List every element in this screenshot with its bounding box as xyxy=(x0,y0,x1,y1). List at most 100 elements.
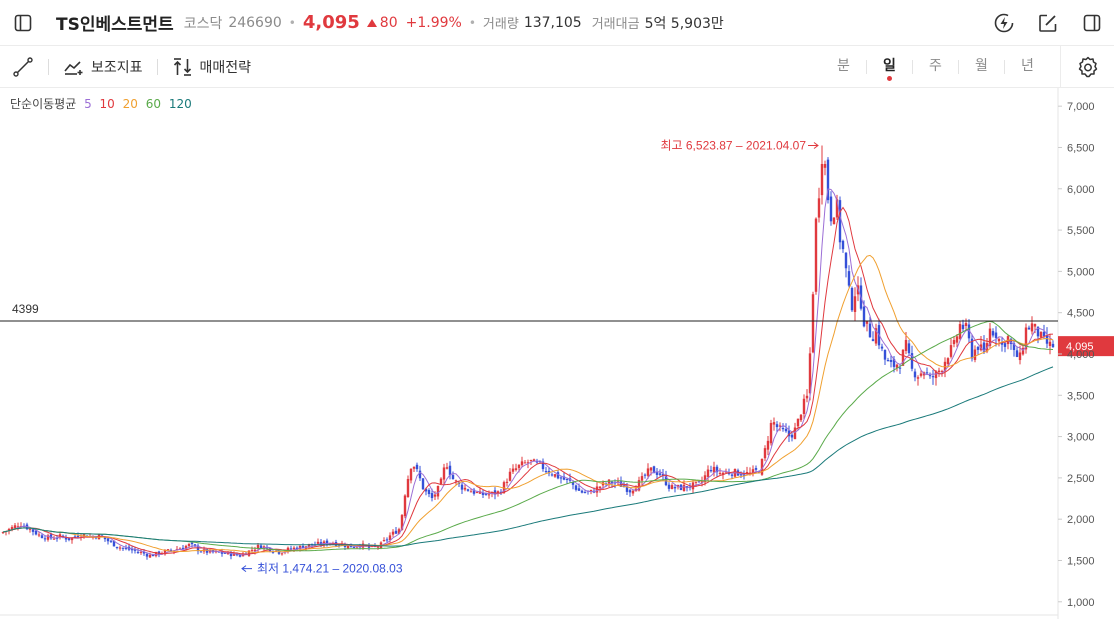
candle-body xyxy=(769,422,773,444)
current-price-tag-label: 4,095 xyxy=(1066,341,1094,353)
panel-icon xyxy=(1083,14,1101,32)
legend-ma120[interactable]: 120 xyxy=(168,97,192,111)
candle-body xyxy=(694,481,698,483)
y-tick-label: 7,000 xyxy=(1067,101,1095,113)
candle-body xyxy=(376,546,380,548)
stock-name: TS인베스트먼트 xyxy=(56,15,174,35)
candle-body xyxy=(448,465,452,476)
candle-body xyxy=(388,535,392,541)
candle-body xyxy=(37,534,41,536)
candlestick-chart[interactable]: 4399 최고 6,523.87 – 2021.04.07 최저 1,474.21 … xyxy=(0,88,1114,619)
candle-body xyxy=(580,490,584,493)
candle-body xyxy=(463,487,467,490)
candle-body xyxy=(658,473,662,475)
edit-button[interactable] xyxy=(1026,0,1070,46)
candle-body xyxy=(727,473,731,475)
legend-ma5[interactable]: 5 xyxy=(84,97,92,111)
draw-tool-button[interactable] xyxy=(12,46,34,88)
period-divider xyxy=(1004,60,1005,74)
candle-body xyxy=(940,370,944,372)
candle-body xyxy=(874,328,878,344)
candle-body xyxy=(649,467,653,471)
candle-body xyxy=(637,480,641,491)
candle-body xyxy=(73,536,77,538)
candle-body xyxy=(610,481,614,484)
overlay-group: 4399 최고 6,523.87 – 2021.04.07 최저 1,474.21 … xyxy=(0,139,1114,576)
sidebar-toggle-button[interactable] xyxy=(0,0,46,46)
candle-body xyxy=(52,538,56,540)
candle-body xyxy=(481,492,485,495)
legend-ma20[interactable]: 20 xyxy=(122,97,138,111)
candle-body xyxy=(832,217,836,225)
legend-title: 단순이동평균 xyxy=(10,97,77,111)
edit-icon xyxy=(1039,14,1057,32)
period-minute[interactable]: 분 xyxy=(837,58,850,74)
candle-body xyxy=(811,294,815,353)
candle-body xyxy=(961,324,965,330)
panel-toggle-button[interactable] xyxy=(1070,0,1114,46)
candle-body xyxy=(535,461,539,463)
candle-body xyxy=(124,547,128,549)
candle-body xyxy=(628,490,632,493)
trade-strategy-button[interactable]: 매매전략 xyxy=(172,46,251,88)
candle-body xyxy=(430,493,434,499)
candle-body xyxy=(439,478,443,485)
candle-body xyxy=(577,488,581,491)
candle-body xyxy=(1,532,5,534)
candle-body xyxy=(115,546,119,548)
candle-body xyxy=(181,547,185,549)
candle-body xyxy=(775,424,779,428)
candle-body xyxy=(289,548,293,550)
candle-body xyxy=(898,367,902,369)
candle-body xyxy=(1024,327,1028,350)
period-divider xyxy=(866,60,867,74)
candle-body xyxy=(436,485,440,497)
period-divider xyxy=(912,60,913,74)
candle-body xyxy=(466,489,470,491)
candle-body xyxy=(646,468,650,476)
indicator-icon xyxy=(64,60,83,75)
y-tick-label: 3,000 xyxy=(1067,432,1095,444)
indicator-button[interactable]: 보조지표 xyxy=(63,46,143,88)
period-week[interactable]: 주 xyxy=(929,58,942,74)
separator-dot: • xyxy=(468,15,476,30)
legend-ma10[interactable]: 10 xyxy=(99,97,115,111)
legend-ma60[interactable]: 60 xyxy=(145,97,162,111)
candle-body xyxy=(1018,352,1022,361)
candle-body xyxy=(277,551,281,554)
period-day[interactable]: 일 xyxy=(867,46,912,88)
candle-body xyxy=(475,492,479,494)
candle-body xyxy=(640,476,644,481)
candle-body xyxy=(190,542,194,545)
candle-body xyxy=(625,486,629,492)
candle-body xyxy=(31,529,35,532)
current-price-tag xyxy=(1058,336,1114,357)
candle-body xyxy=(250,549,254,551)
candle-body xyxy=(562,476,566,480)
current-price: 4,095 xyxy=(302,12,360,33)
candles-group xyxy=(1,145,1055,560)
candle-body xyxy=(805,395,809,399)
candle-body xyxy=(232,553,236,556)
candle-body xyxy=(868,323,872,338)
period-year[interactable]: 년 xyxy=(1021,58,1034,74)
candle-body xyxy=(214,551,218,553)
chart-settings-button[interactable] xyxy=(1060,46,1114,88)
candle-body xyxy=(814,218,818,292)
candle-body xyxy=(952,340,956,345)
candle-body xyxy=(718,472,722,474)
candle-body xyxy=(799,414,803,421)
candle-body xyxy=(826,159,830,201)
candle-body xyxy=(136,551,140,553)
volume-value: 137,105 xyxy=(523,14,582,31)
candle-body xyxy=(487,494,491,496)
candle-body xyxy=(871,339,875,342)
candle-body xyxy=(406,479,410,498)
ma5-line xyxy=(2,188,1054,556)
candle-body xyxy=(598,486,602,489)
flash-button[interactable] xyxy=(982,0,1026,46)
y-tick-label: 2,500 xyxy=(1067,473,1095,485)
period-month[interactable]: 월 xyxy=(975,58,988,74)
ma20-line xyxy=(2,254,1054,554)
candle-body xyxy=(1009,338,1013,345)
